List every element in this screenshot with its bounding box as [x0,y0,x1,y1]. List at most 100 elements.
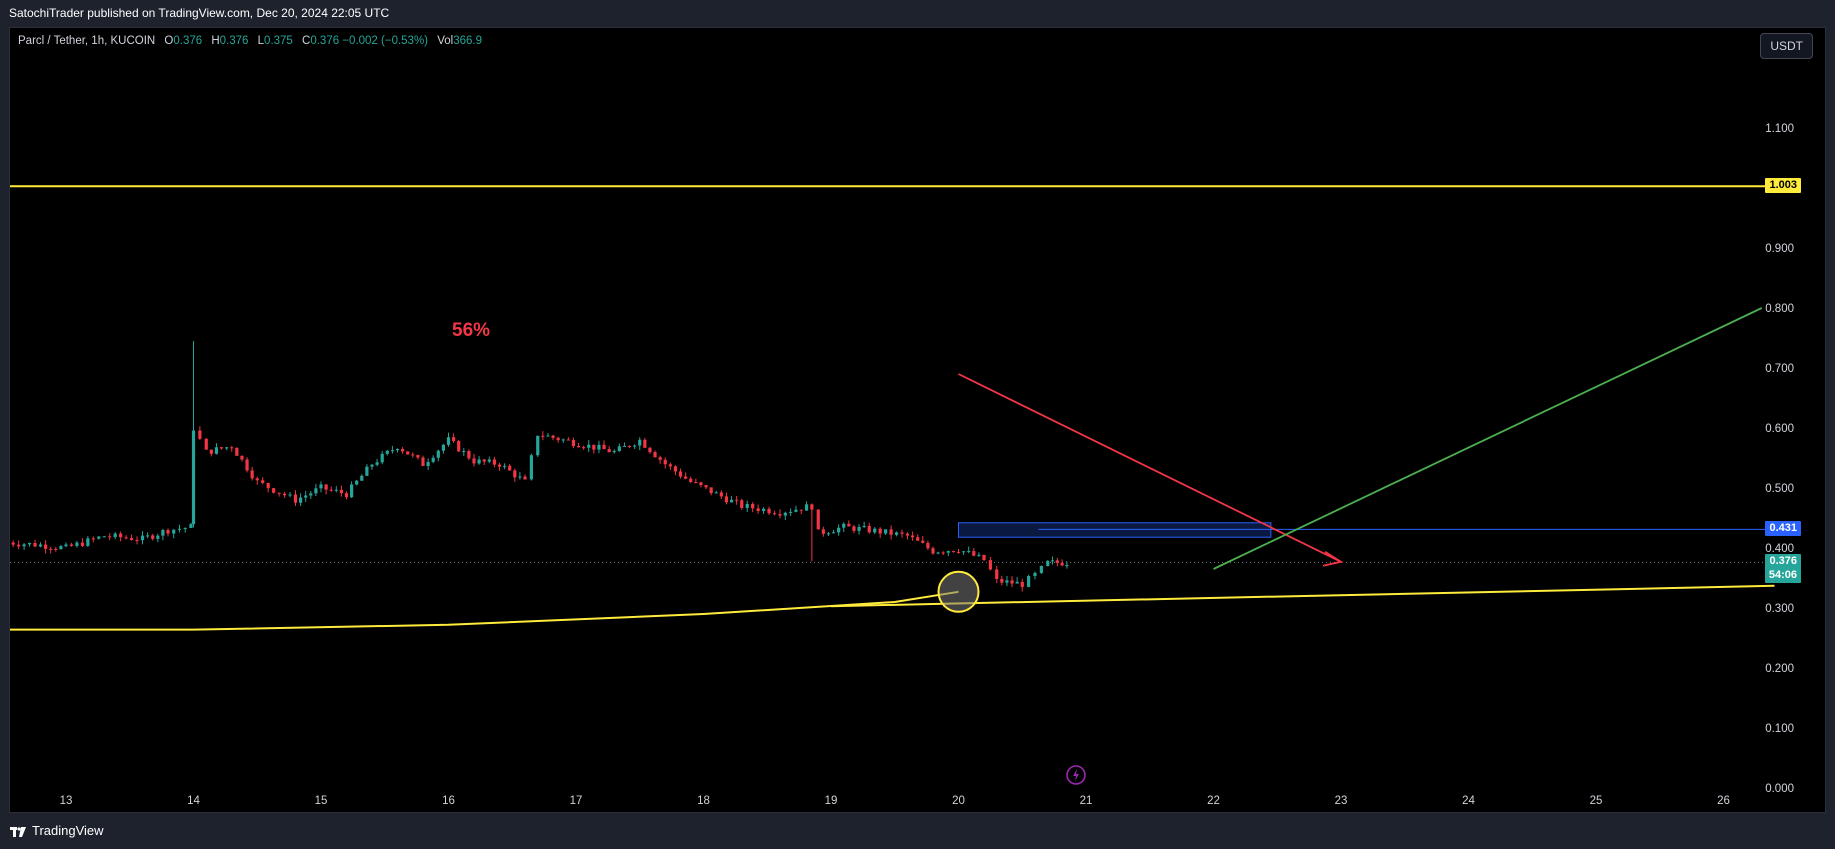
candle-body [1005,580,1009,583]
candle-body [1050,560,1055,562]
candle-body [772,513,777,515]
candle-body [319,484,323,489]
candle-body [135,540,139,542]
candle-body [86,538,90,546]
candle-body [867,526,871,533]
candle-body [17,544,21,547]
candle-body [709,487,713,494]
candle-body [1060,562,1064,566]
candle-body [355,480,359,485]
candle-body [204,438,208,450]
candle-body [309,493,313,496]
candle-body [842,523,846,528]
candle-body [54,548,58,550]
candle-body [663,459,667,465]
candle-body [293,494,298,503]
candle-body [821,529,825,534]
candle-body [729,499,734,503]
x-tick-label: 26 [1717,795,1730,807]
candle-body [653,452,657,458]
y-tick-label: 0.800 [1765,303,1794,315]
candle-body [472,458,476,464]
candle-body [69,544,74,546]
candle-body [826,533,831,535]
candle-body [214,447,219,454]
y-tick-label: 0.000 [1765,783,1794,795]
candle-body [627,445,632,447]
candle-body [390,450,394,452]
candle-body [1039,565,1043,573]
candle-body [561,439,565,441]
candle-body [344,493,349,498]
candle-body [566,439,570,441]
candle-body [146,535,150,537]
candle-body [804,504,809,511]
volume-value: 366.9 [453,35,482,47]
candle-body [113,533,117,538]
footer-brand[interactable]: TradingView [32,823,104,838]
candle-body [571,440,576,446]
candle-body [837,527,841,533]
open-value: 0.376 [173,35,203,47]
y-tick-label: 0.600 [1765,423,1794,435]
candle-body [745,503,749,508]
symbol-title[interactable]: Parcl / Tether, 1h, KUCOIN [18,35,156,47]
candle-body [762,508,766,511]
candle-body [622,445,627,447]
red-arrow-line [958,373,1342,563]
candle-body [97,536,101,539]
candle-body [638,439,642,446]
candle-body [360,475,364,481]
candle-body [862,526,866,528]
candle-body [75,542,79,546]
candle-body [884,529,888,534]
candle-body [288,494,292,496]
candle-body [956,551,961,553]
chart-canvas[interactable]: 0.000 0.100 0.200 0.300 0.400 0.500 0.600 0.700… [10,28,1825,812]
x-tick-label: 21 [1080,795,1093,807]
candle-body [794,509,798,512]
candle-body [894,532,899,535]
candle-body [541,435,545,437]
close-value: 0.376 [310,35,340,47]
candle-body [799,509,803,511]
candle-body [905,533,910,536]
candle-body [513,470,517,478]
candle-body [518,476,522,478]
candle-body [857,526,861,531]
candle-body [941,552,945,554]
candle-body [177,528,182,530]
candle-body [756,508,760,511]
candle-body [482,459,486,462]
candle-body [536,435,540,456]
candle-body [740,500,744,508]
candle-body [441,444,445,451]
candle-body [1020,581,1024,587]
candle-body [587,444,591,448]
candle-body [209,449,213,454]
y-tick-label: 0.400 [1765,543,1794,555]
chart-pane[interactable]: 0.000 0.100 0.200 0.300 0.400 0.500 0.600 0.700… [9,27,1826,813]
candle-body [151,535,155,539]
close-label: C [302,35,311,47]
candle-body [240,455,244,460]
currency-button[interactable]: USDT [1760,33,1813,59]
candle-body [44,544,48,549]
y-tick-label: 0.300 [1765,603,1794,615]
candle-body [225,447,229,449]
candle-body [951,551,955,553]
candle-body [156,535,160,539]
candle-body [59,546,63,550]
candle-body [576,445,581,448]
candle-body [643,439,647,448]
candle-body [767,508,771,514]
candle-body [995,569,999,579]
candle-body [889,529,893,535]
candle-body [124,537,128,539]
candle-body [658,457,662,460]
candle-body [411,454,415,456]
candle-body [314,488,318,494]
x-tick-label: 18 [697,795,710,807]
candle-body [648,447,652,453]
candle-body [1055,560,1059,563]
